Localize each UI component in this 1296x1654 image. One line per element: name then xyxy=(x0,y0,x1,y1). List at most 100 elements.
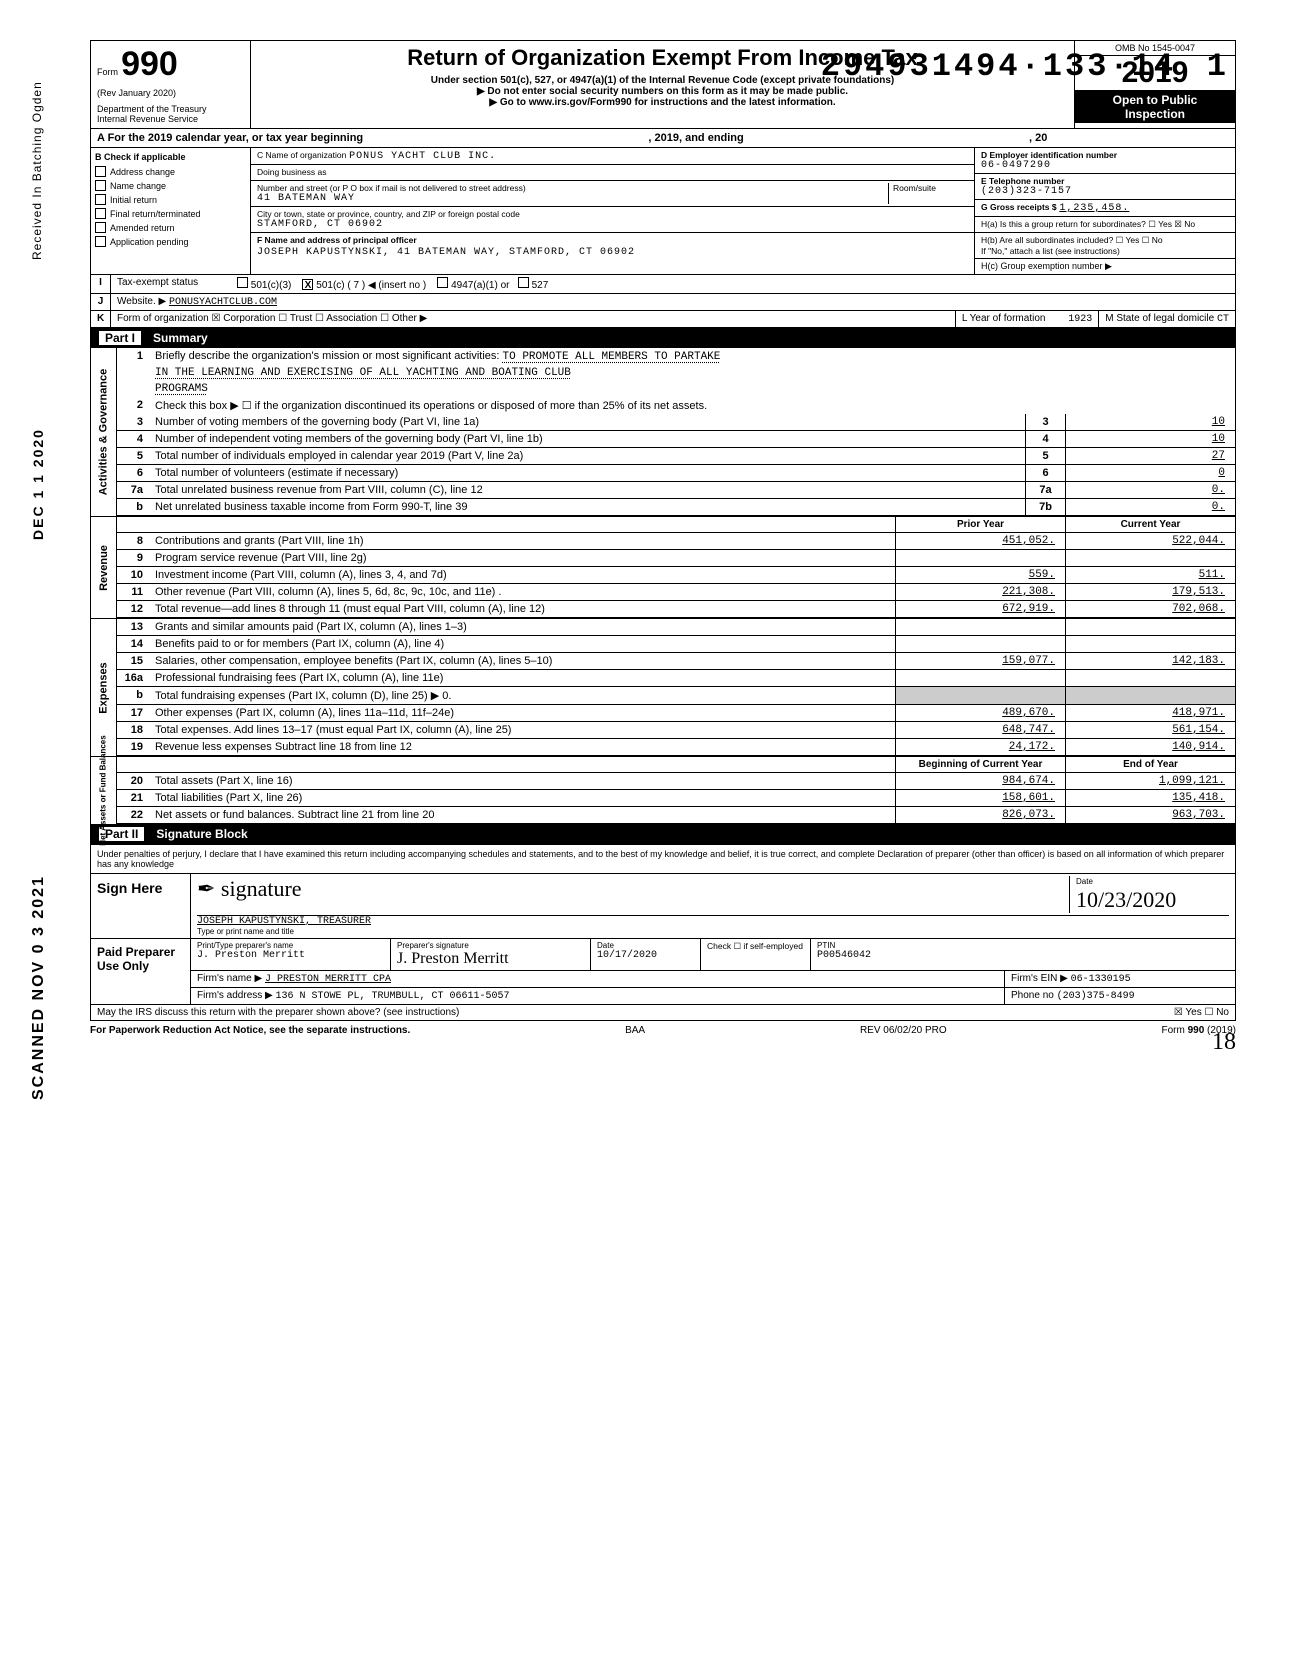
line-txt: Benefits paid to or for members (Part IX… xyxy=(149,636,895,652)
net-vtab: Net Assets or Fund Balances xyxy=(91,757,117,824)
checkbox-line: Application pending xyxy=(95,236,246,247)
line-txt: Other revenue (Part VIII, column (A), li… xyxy=(149,584,895,600)
current-val: 963,703. xyxy=(1065,807,1235,823)
checkbox-line: Name change xyxy=(95,180,246,191)
line-val: 27 xyxy=(1065,448,1235,464)
tel-val: (203)323-7157 xyxy=(981,186,1229,197)
line-num: 9 xyxy=(117,550,149,566)
gov-line1-n: 1 xyxy=(117,348,149,365)
line-num: 7a xyxy=(117,482,149,498)
line-num: 18 xyxy=(117,722,149,738)
gov-line1b-t: IN THE LEARNING AND EXERCISING OF ALL YA… xyxy=(149,365,1235,381)
checkbox[interactable] xyxy=(95,208,106,219)
page-footer: For Paperwork Reduction Act Notice, see … xyxy=(90,1021,1236,1036)
gov-line2-t: Check this box ▶ ☐ if the organization d… xyxy=(149,397,1235,414)
line-txt: Total number of individuals employed in … xyxy=(149,448,1025,464)
checkbox-line: Initial return xyxy=(95,194,246,205)
prior-val: 489,670. xyxy=(895,705,1065,721)
row-k: K Form of organization ☒ Corporation ☐ T… xyxy=(91,311,1235,328)
summary-row: 10 Investment income (Part VIII, column … xyxy=(117,567,1235,584)
sign-here-row: Sign Here ✒ signature Date 10/23/2020 JO… xyxy=(91,874,1235,939)
prep-name: J. Preston Merritt xyxy=(197,950,384,961)
org-name-row: C Name of organization PONUS YACHT CLUB … xyxy=(251,148,974,165)
line-txt: Number of voting members of the governin… xyxy=(149,414,1025,430)
prior-val xyxy=(895,670,1065,686)
firm-ein-label: Firm's EIN ▶ xyxy=(1011,973,1068,984)
sign-here-mid: ✒ signature Date 10/23/2020 JOSEPH KAPUS… xyxy=(191,874,1235,938)
row-a-right: , 20 xyxy=(1029,132,1229,144)
gov-line1: 1 Briefly describe the organization's mi… xyxy=(117,348,1235,365)
row-i-527: 527 xyxy=(532,280,549,291)
page-one-stamp: 1 xyxy=(1207,48,1226,85)
row-k-l-lab: L Year of formation xyxy=(962,313,1046,324)
firm-val: J PRESTON MERRITT CPA xyxy=(265,974,391,985)
gov-line1-t: Briefly describe the organization's miss… xyxy=(155,350,499,362)
officer-name-label: Type or print name and title xyxy=(197,927,1229,936)
gov-line1-v: TO PROMOTE ALL MEMBERS TO PARTAKE xyxy=(503,351,721,363)
room-label: Room/suite xyxy=(893,183,968,193)
prep-sig: J. Preston Merritt xyxy=(397,950,584,968)
open-text: Open to Public xyxy=(1113,93,1198,107)
gov-line1-txt: Briefly describe the organization's miss… xyxy=(149,348,1235,365)
gov-line2-n: 2 xyxy=(117,397,149,414)
officer-label: F Name and address of principal officer xyxy=(257,235,417,245)
firm-ein-val: 06-1330195 xyxy=(1071,974,1131,985)
ein-label: D Employer identification number xyxy=(981,150,1229,160)
line-num: 4 xyxy=(117,431,149,447)
hb-cell: H(b) Are all subordinates included? ☐ Ye… xyxy=(975,233,1235,259)
checkbox[interactable] xyxy=(95,166,106,177)
checkbox[interactable] xyxy=(95,236,106,247)
current-val: 1,099,121. xyxy=(1065,773,1235,789)
summary-row: 12 Total revenue—add lines 8 through 11 … xyxy=(117,601,1235,618)
side-date: DEC 1 1 2020 xyxy=(30,428,46,540)
dba-row: Doing business as xyxy=(251,165,974,181)
exp-body: 13 Grants and similar amounts paid (Part… xyxy=(117,619,1235,756)
side-scanned: SCANNED NOV 0 3 2021 xyxy=(30,875,48,1100)
form-goto: ▶ Go to www.irs.gov/Form990 for instruct… xyxy=(259,97,1066,108)
officer-signature: ✒ signature xyxy=(197,876,302,901)
line-txt: Net assets or fund balances. Subtract li… xyxy=(149,807,895,823)
current-year-hdr: Current Year xyxy=(1065,517,1235,532)
line-txt: Total fundraising expenses (Part IX, col… xyxy=(149,687,895,704)
gov-row: 5 Total number of individuals employed i… xyxy=(117,448,1235,465)
summary-row: 14 Benefits paid to or for members (Part… xyxy=(117,636,1235,653)
paid-prep-label: Paid Preparer Use Only xyxy=(91,939,191,1004)
discuss-text: May the IRS discuss this return with the… xyxy=(91,1005,1065,1020)
rev-vlabel: Revenue xyxy=(98,545,110,591)
checkbox-line: Final return/terminated xyxy=(95,208,246,219)
checkbox-label: Name change xyxy=(110,181,166,191)
prep-row-2: Firm's name ▶ J PRESTON MERRITT CPA Firm… xyxy=(191,971,1235,988)
dln-stamp: 294931494·133·14 xyxy=(821,48,1176,85)
firm-label: Firm's name ▶ xyxy=(197,973,262,984)
net-body: Beginning of Current Year End of Year 20… xyxy=(117,757,1235,824)
exp-section: Expenses 13 Grants and similar amounts p… xyxy=(91,619,1235,757)
prior-year-hdr: Prior Year xyxy=(895,517,1065,532)
line-num: 8 xyxy=(117,533,149,549)
checkbox[interactable] xyxy=(95,194,106,205)
summary-row: 9 Program service revenue (Part VIII, li… xyxy=(117,550,1235,567)
current-val: 702,068. xyxy=(1065,601,1235,617)
row-k-m-val: CT xyxy=(1217,314,1229,325)
checkbox-label: Final return/terminated xyxy=(110,209,201,219)
current-val: 418,971. xyxy=(1065,705,1235,721)
current-val: 511. xyxy=(1065,567,1235,583)
checkbox[interactable] xyxy=(95,180,106,191)
line-txt: Total expenses. Add lines 13–17 (must eq… xyxy=(149,722,895,738)
col-b-header: B Check if applicable xyxy=(95,152,246,162)
gov-line1c: PROGRAMS xyxy=(117,381,1235,397)
gross-val: 1,235,458. xyxy=(1059,203,1129,214)
row-i-label: I xyxy=(91,275,111,293)
checkbox-label: Application pending xyxy=(110,237,189,247)
line-txt: Total number of volunteers (estimate if … xyxy=(149,465,1025,481)
row-k-m: M State of legal domicile CT xyxy=(1098,311,1235,327)
tel-label: E Telephone number xyxy=(981,176,1229,186)
current-val xyxy=(1065,619,1235,635)
city-label: City or town, state or province, country… xyxy=(257,209,968,219)
paid-prep-body: Print/Type preparer's name J. Preston Me… xyxy=(191,939,1235,1004)
ptin-val: P00546042 xyxy=(817,950,1229,961)
paid-preparer-row: Paid Preparer Use Only Print/Type prepar… xyxy=(91,939,1235,1005)
current-val xyxy=(1065,636,1235,652)
checkbox[interactable] xyxy=(95,222,106,233)
city-val: STAMFORD, CT 06902 xyxy=(257,219,968,230)
prior-val: 159,077. xyxy=(895,653,1065,669)
